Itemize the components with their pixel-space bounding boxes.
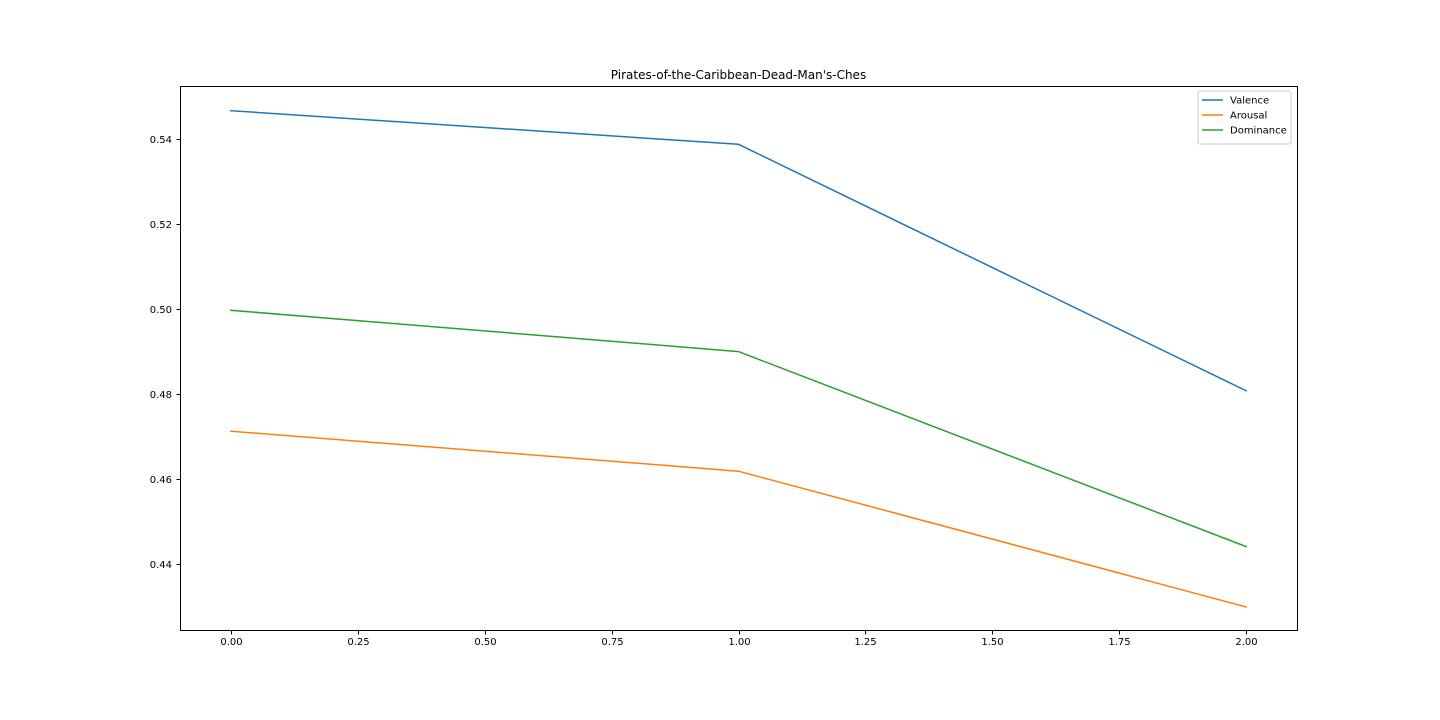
y-tick-label: 0.54	[150, 135, 172, 146]
series-lines	[229, 109, 1248, 608]
y-tick-label: 0.46	[150, 475, 172, 486]
series-line-arousal	[229, 430, 1248, 608]
y-axis: 0.44 0.46 0.48 0.50 0.52 0.54	[150, 135, 181, 571]
x-tick-label: 0.75	[601, 637, 623, 648]
plot-frame	[180, 86, 1298, 631]
series-line-dominance	[229, 309, 1248, 548]
x-tick-label: 2.00	[1235, 637, 1257, 648]
x-tick-label: 0.50	[474, 637, 496, 648]
legend: Valence Arousal Dominance	[1197, 90, 1292, 145]
chart-title: Pirates-of-the-Caribbean-Dead-Man's-Ches	[611, 68, 866, 82]
legend-label-dominance: Dominance	[1230, 126, 1287, 137]
legend-label-valence: Valence	[1230, 96, 1269, 107]
y-tick-label: 0.48	[150, 390, 172, 401]
legend-label-arousal: Arousal	[1230, 111, 1267, 122]
x-tick-label: 1.00	[728, 637, 750, 648]
y-tick-label: 0.44	[150, 560, 172, 571]
series-line-valence	[230, 109, 1248, 392]
x-tick-label: 0.00	[220, 637, 242, 648]
x-tick-label: 0.25	[347, 637, 369, 648]
x-tick-label: 1.75	[1108, 637, 1130, 648]
legend-items: Valence Arousal Dominance	[1202, 96, 1287, 137]
plot-area: 0.00 0.25 0.50 0.75 1.00 1.25 1.50 1.75 2.00 0.4…	[150, 86, 1298, 648]
x-tick-label: 1.50	[981, 637, 1003, 648]
x-axis: 0.00 0.25 0.50 0.75 1.00 1.25 1.50 1.75 2.00	[220, 630, 1258, 648]
y-tick-label: 0.52	[150, 220, 172, 231]
y-tick-label: 0.50	[150, 305, 172, 316]
x-tick-label: 1.25	[854, 637, 876, 648]
